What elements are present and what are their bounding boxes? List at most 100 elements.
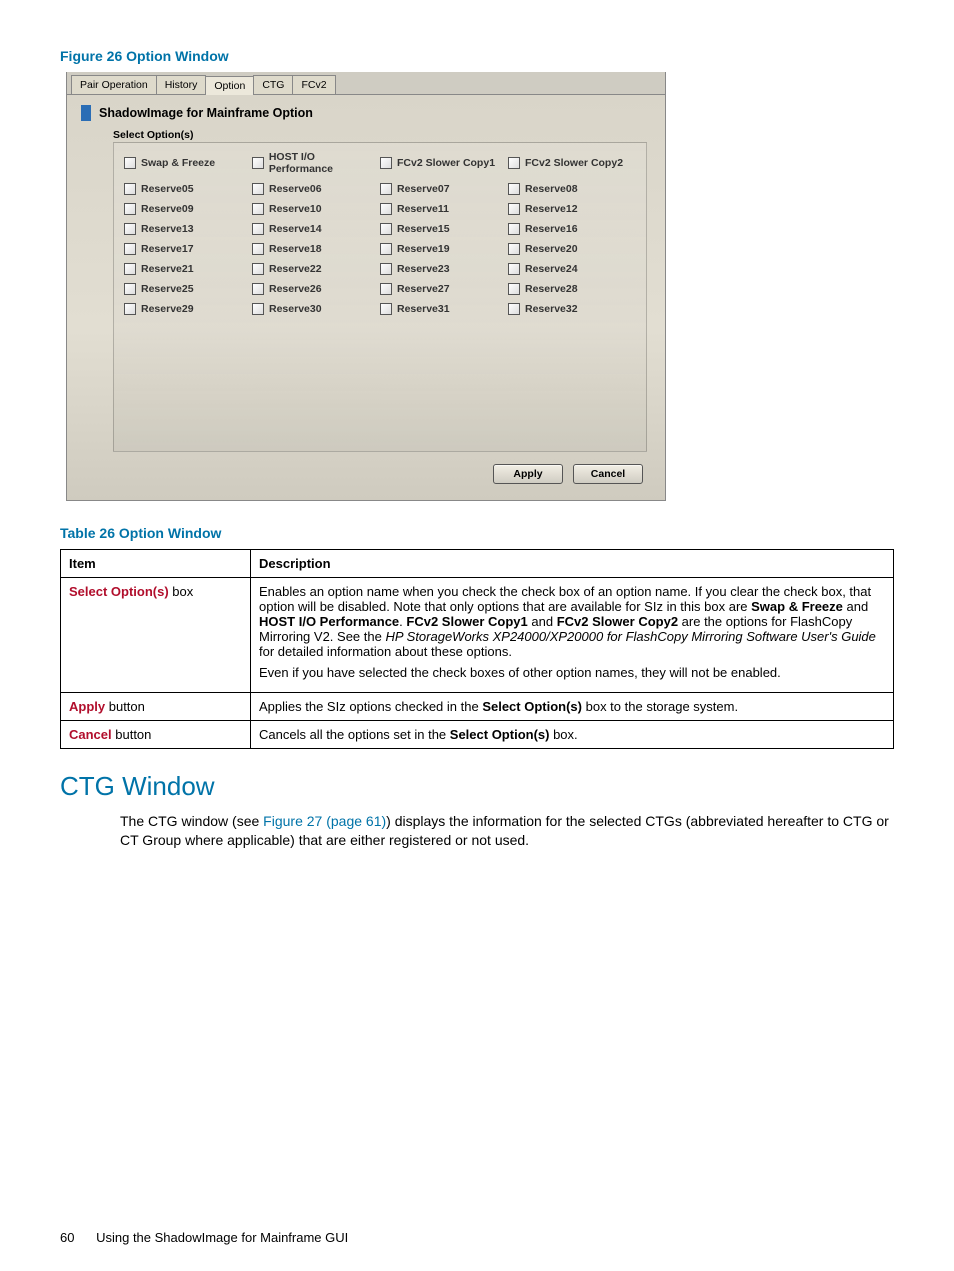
option-checkbox[interactable]: Reserve09 [124,203,252,215]
option-checkbox[interactable]: Swap & Freeze [124,151,252,175]
checkbox-icon[interactable] [380,157,392,169]
checkbox-icon[interactable] [252,283,264,295]
option-checkbox[interactable]: FCv2 Slower Copy2 [508,151,636,175]
checkbox-icon[interactable] [124,303,136,315]
page-footer: 60 Using the ShadowImage for Mainframe G… [60,1230,894,1245]
chapter-title: Using the ShadowImage for Mainframe GUI [96,1230,348,1245]
option-checkbox[interactable]: Reserve20 [508,243,636,255]
option-label: Reserve23 [397,263,450,275]
option-checkbox[interactable]: Reserve32 [508,303,636,315]
option-checkbox[interactable]: Reserve27 [380,283,508,295]
option-label: Reserve28 [525,283,578,295]
option-checkbox[interactable]: Reserve06 [252,183,380,195]
option-checkbox[interactable]: Reserve16 [508,223,636,235]
checkbox-icon[interactable] [508,223,520,235]
checkbox-icon[interactable] [252,203,264,215]
option-window-table: Item Description Select Option(s) boxEna… [60,549,894,749]
option-checkbox[interactable]: Reserve31 [380,303,508,315]
option-checkbox[interactable]: Reserve15 [380,223,508,235]
checkbox-icon[interactable] [124,243,136,255]
checkbox-icon[interactable] [252,303,264,315]
option-label: Reserve13 [141,223,194,235]
option-checkbox[interactable]: Reserve17 [124,243,252,255]
option-label: Reserve26 [269,283,322,295]
checkbox-icon[interactable] [508,283,520,295]
col-description: Description [251,550,894,578]
option-checkbox[interactable]: Reserve07 [380,183,508,195]
option-label: Reserve06 [269,183,322,195]
option-checkbox[interactable]: Reserve11 [380,203,508,215]
checkbox-icon[interactable] [252,223,264,235]
table-caption: Table 26 Option Window [60,525,894,541]
option-checkbox[interactable]: Reserve08 [508,183,636,195]
table-row: Cancel buttonCancels all the options set… [61,721,894,749]
option-label: FCv2 Slower Copy1 [397,157,495,169]
table-row: Apply buttonApplies the SIz options chec… [61,693,894,721]
checkbox-icon[interactable] [380,243,392,255]
checkbox-icon[interactable] [380,203,392,215]
option-label: HOST I/O Performance [269,151,380,175]
checkbox-icon[interactable] [508,203,520,215]
option-checkbox[interactable]: Reserve13 [124,223,252,235]
option-checkbox[interactable]: Reserve19 [380,243,508,255]
checkbox-icon[interactable] [508,183,520,195]
page-number: 60 [60,1230,74,1245]
checkbox-icon[interactable] [508,243,520,255]
option-checkbox[interactable]: Reserve30 [252,303,380,315]
option-checkbox[interactable]: Reserve24 [508,263,636,275]
apply-button[interactable]: Apply [493,464,563,484]
checkbox-icon[interactable] [252,243,264,255]
option-checkbox[interactable]: Reserve22 [252,263,380,275]
option-label: Reserve25 [141,283,194,295]
option-label: Reserve11 [397,203,449,215]
checkbox-icon[interactable] [508,263,520,275]
checkbox-icon[interactable] [124,203,136,215]
checkbox-icon[interactable] [124,283,136,295]
checkbox-icon[interactable] [380,183,392,195]
figure-caption: Figure 26 Option Window [60,48,894,64]
checkbox-icon[interactable] [380,303,392,315]
block-icon [81,105,91,121]
cell-item: Apply button [61,693,251,721]
checkbox-icon[interactable] [380,283,392,295]
tab-pair-operation[interactable]: Pair Operation [71,75,157,94]
cell-description: Enables an option name when you check th… [251,578,894,693]
tab-ctg[interactable]: CTG [253,75,293,94]
option-checkbox[interactable]: Reserve26 [252,283,380,295]
option-checkbox[interactable]: Reserve05 [124,183,252,195]
option-checkbox[interactable]: HOST I/O Performance [252,151,380,175]
checkbox-icon[interactable] [124,263,136,275]
option-label: Reserve22 [269,263,322,275]
checkbox-icon[interactable] [380,223,392,235]
option-checkbox[interactable]: Reserve14 [252,223,380,235]
checkbox-icon[interactable] [252,157,264,169]
option-checkbox[interactable]: Reserve29 [124,303,252,315]
option-label: Reserve12 [525,203,578,215]
option-checkbox[interactable]: Reserve18 [252,243,380,255]
option-checkbox[interactable]: Reserve12 [508,203,636,215]
checkbox-icon[interactable] [508,303,520,315]
option-checkbox[interactable]: Reserve21 [124,263,252,275]
checkbox-icon[interactable] [508,157,520,169]
cancel-button[interactable]: Cancel [573,464,643,484]
option-checkbox[interactable]: Reserve10 [252,203,380,215]
figure-link[interactable]: Figure 27 (page 61) [263,813,386,829]
tab-history[interactable]: History [156,75,207,94]
option-label: Reserve08 [525,183,578,195]
tab-option[interactable]: Option [205,76,254,95]
checkbox-icon[interactable] [124,183,136,195]
option-checkbox[interactable]: Reserve28 [508,283,636,295]
checkbox-icon[interactable] [252,183,264,195]
option-checkbox[interactable]: FCv2 Slower Copy1 [380,151,508,175]
tab-fcv2[interactable]: FCv2 [292,75,335,94]
option-checkbox[interactable]: Reserve23 [380,263,508,275]
section-heading: CTG Window [60,771,894,802]
checkbox-icon[interactable] [252,263,264,275]
option-label: Reserve30 [269,303,322,315]
checkbox-icon[interactable] [124,157,136,169]
col-item: Item [61,550,251,578]
option-checkbox[interactable]: Reserve25 [124,283,252,295]
checkbox-icon[interactable] [124,223,136,235]
checkbox-icon[interactable] [380,263,392,275]
screenshot-panel: Pair Operation History Option CTG FCv2 S… [66,72,666,501]
